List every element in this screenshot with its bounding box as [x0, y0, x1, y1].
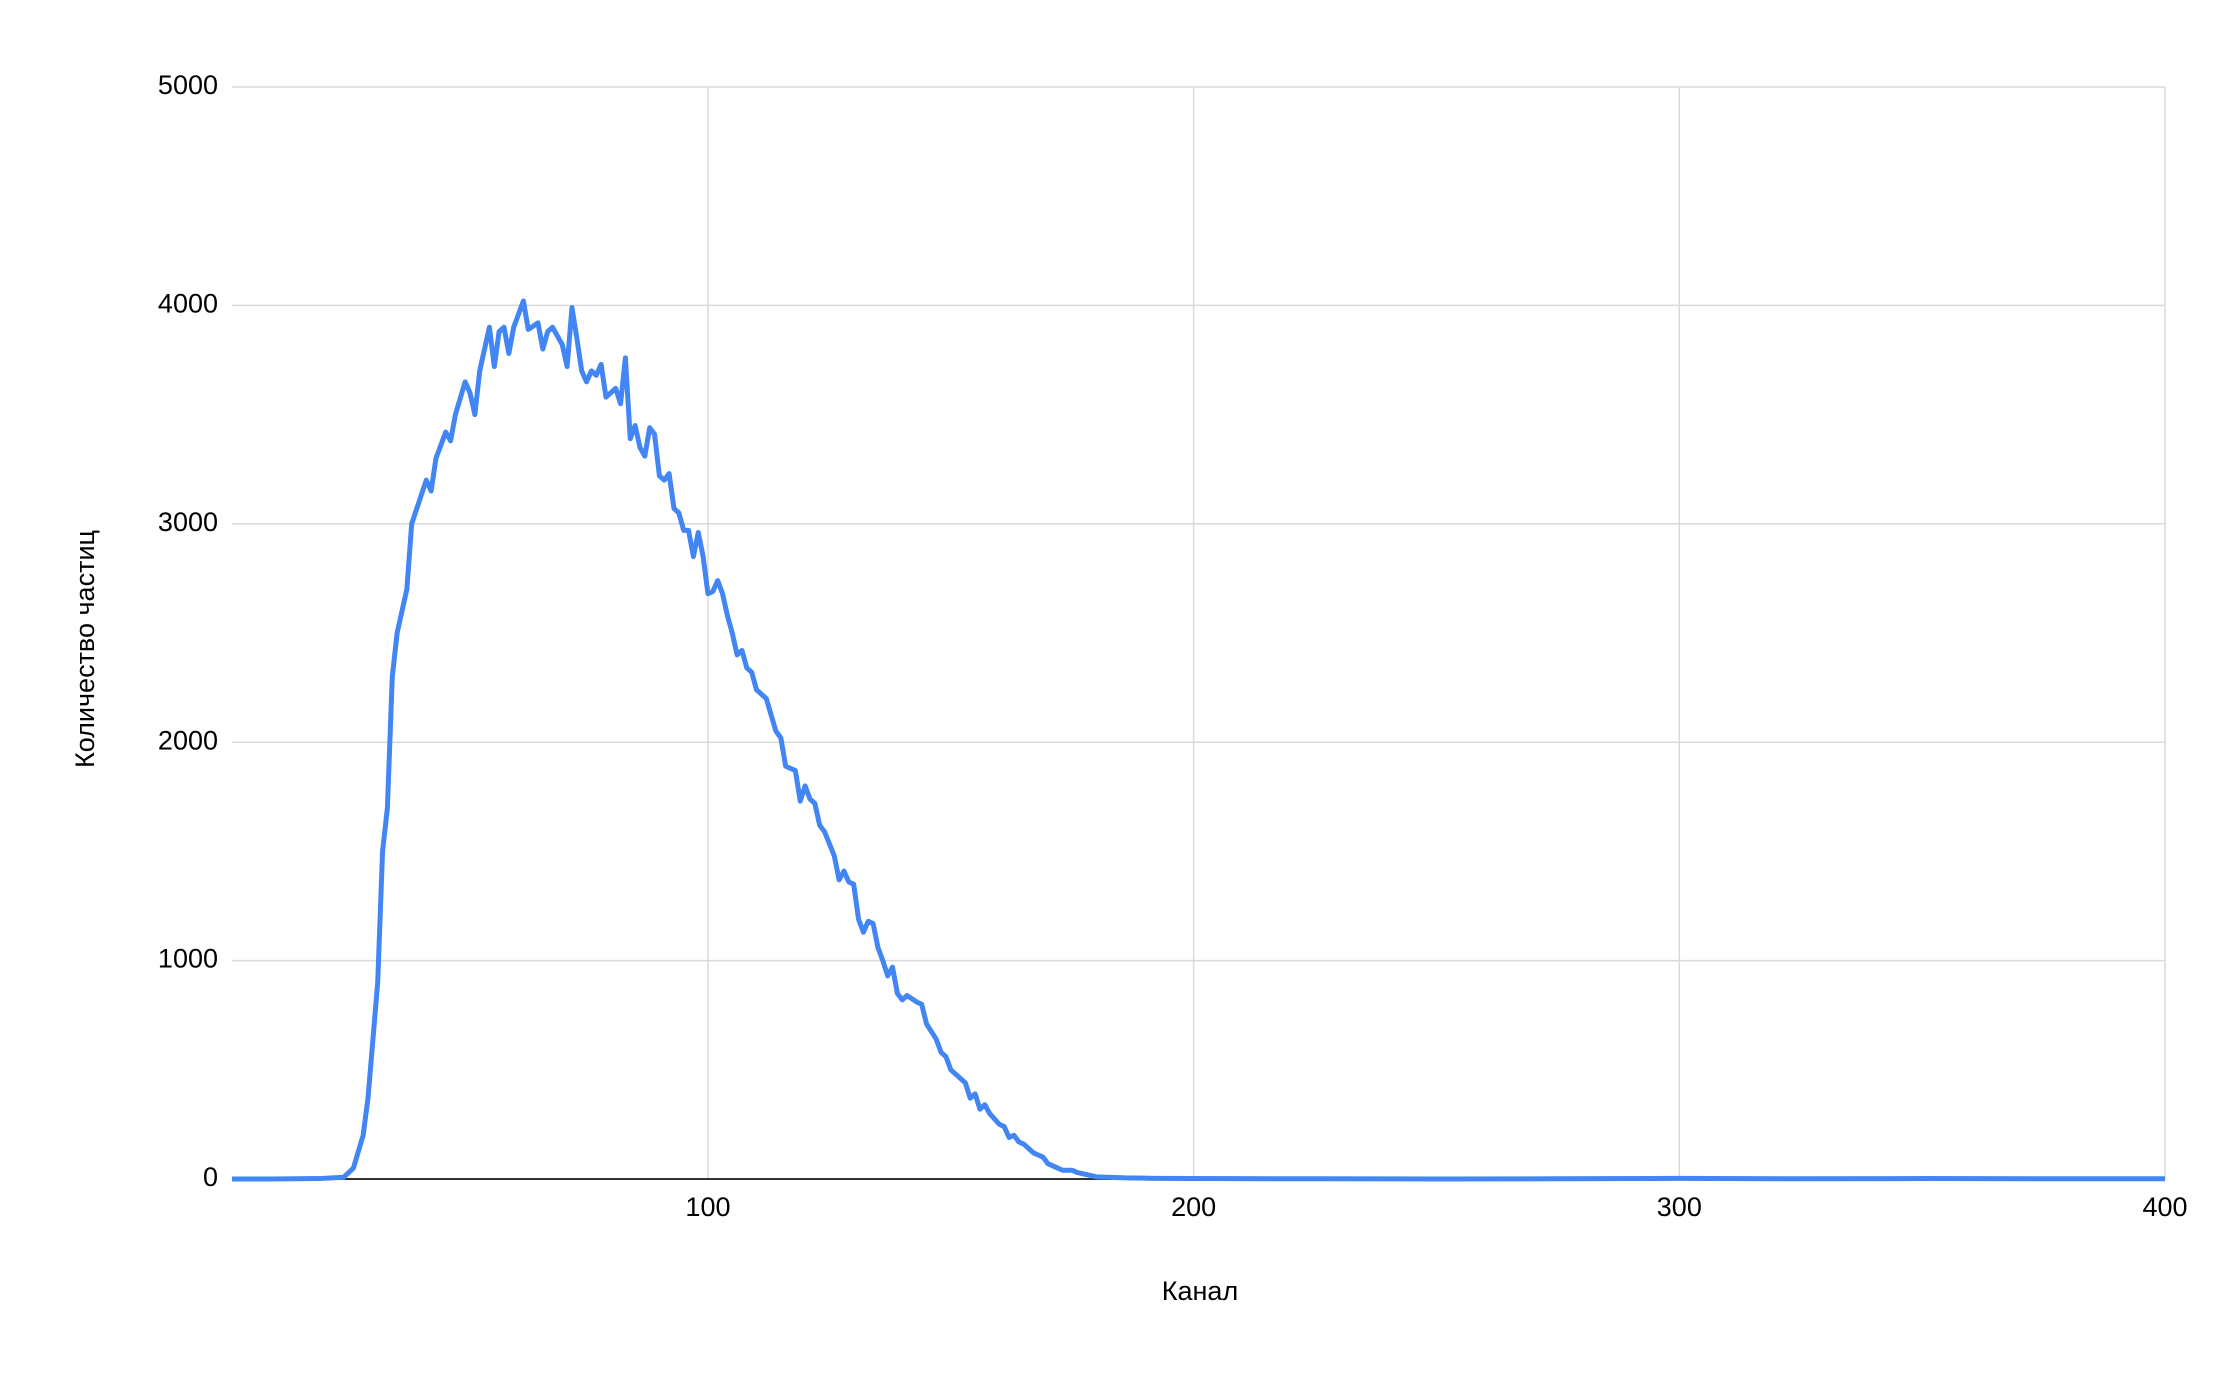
y-tick-label: 1000: [158, 944, 218, 974]
x-tick-label: 200: [1171, 1192, 1216, 1222]
y-axis-label: Количество частиц: [70, 530, 100, 768]
y-tick-label: 2000: [158, 725, 218, 755]
y-tick-label: 4000: [158, 289, 218, 319]
x-tick-label: 100: [685, 1192, 730, 1222]
x-tick-label: 300: [1657, 1192, 1702, 1222]
y-tick-label: 3000: [158, 507, 218, 537]
x-tick-label: 400: [2142, 1192, 2187, 1222]
x-axis-label: Канал: [1162, 1276, 1238, 1306]
y-tick-label: 0: [203, 1162, 218, 1192]
y-tick-label: 5000: [158, 70, 218, 100]
data-line: [232, 298, 2165, 1182]
